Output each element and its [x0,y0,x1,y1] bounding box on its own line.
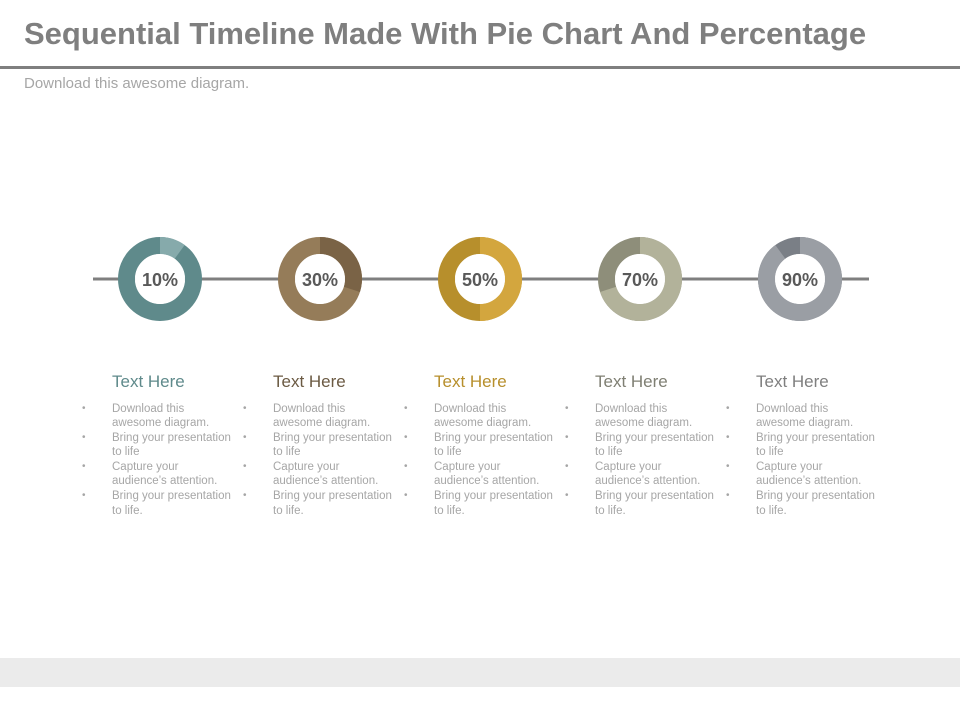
donut-step-4: 70% [598,237,682,321]
step-heading: Text Here [756,372,829,391]
step-bullet-list: Download this awesome diagram.Bring your… [563,402,733,518]
step-heading: Text Here [595,372,668,391]
donut-center [775,254,825,304]
title-divider [0,66,960,69]
step-bullet: Download this awesome diagram. [726,402,878,431]
step-bullet: Bring your presentation to life. [726,489,878,518]
donut-center [455,254,505,304]
percentage-label: 30% [302,270,338,290]
donut-value-wedge [320,237,362,292]
step-bullet: Download this awesome diagram. [82,402,234,431]
donut-group: 10% 30% 50% 70% 90% [118,237,842,322]
step-bullet-list: Download this awesome diagram.Bring your… [241,402,411,518]
step-bullet: Bring your presentation to life. [82,489,234,518]
donut-value-wedge [758,237,842,322]
step-heading: Text Here [434,372,507,391]
step-bullet: Capture your audience’s attention. [243,460,395,489]
step-bullet: Capture your audience’s attention. [565,460,717,489]
step-heading: Text Here [273,372,346,391]
step-bullet-list: Download this awesome diagram.Bring your… [402,402,572,518]
page-subtitle: Download this awesome diagram. [24,75,250,92]
page-title: Sequential Timeline Made With Pie Chart … [24,16,867,51]
donut-value-wedge [160,237,185,259]
step-column-2: Text HereDownload this awesome diagram.B… [241,372,411,518]
step-bullet: Capture your audience’s attention. [726,460,878,489]
percentage-label: 90% [782,270,818,290]
step-column-4: Text HereDownload this awesome diagram.B… [563,372,733,518]
step-column-1: Text HereDownload this awesome diagram.B… [80,372,250,518]
step-bullet: Bring your presentation to life. [565,489,717,518]
step-bullet: Bring your presentation to life [243,431,395,460]
step-bullet: Download this awesome diagram. [565,402,717,431]
donut-step-2: 30% [278,237,362,321]
step-bullet: Capture your audience’s attention. [404,460,556,489]
step-bullet: Bring your presentation to life [404,431,556,460]
donut-step-1: 10% [118,237,202,321]
footer-band [0,658,960,687]
step-column-5: Text HereDownload this awesome diagram.B… [724,372,894,518]
step-bullet: Bring your presentation to life. [404,489,556,518]
step-bullet-list: Download this awesome diagram.Bring your… [724,402,894,518]
step-column-3: Text HereDownload this awesome diagram.B… [402,372,572,518]
donut-center [135,254,185,304]
donut-step-3: 50% [438,237,522,321]
step-bullet: Bring your presentation to life [726,431,878,460]
percentage-label: 70% [622,270,658,290]
step-bullet: Bring your presentation to life. [243,489,395,518]
donut-value-wedge [600,237,682,321]
step-bullet-list: Download this awesome diagram.Bring your… [80,402,250,518]
percentage-label: 10% [142,270,178,290]
step-bullet: Download this awesome diagram. [404,402,556,431]
step-bullet: Download this awesome diagram. [243,402,395,431]
donut-center [295,254,345,304]
step-bullet: Bring your presentation to life [565,431,717,460]
percentage-label: 50% [462,270,498,290]
donut-center [615,254,665,304]
donut-step-5: 90% [758,237,842,322]
step-heading: Text Here [112,372,185,391]
step-bullet: Capture your audience’s attention. [82,460,234,489]
step-bullet: Bring your presentation to life [82,431,234,460]
donut-value-wedge [480,237,522,321]
